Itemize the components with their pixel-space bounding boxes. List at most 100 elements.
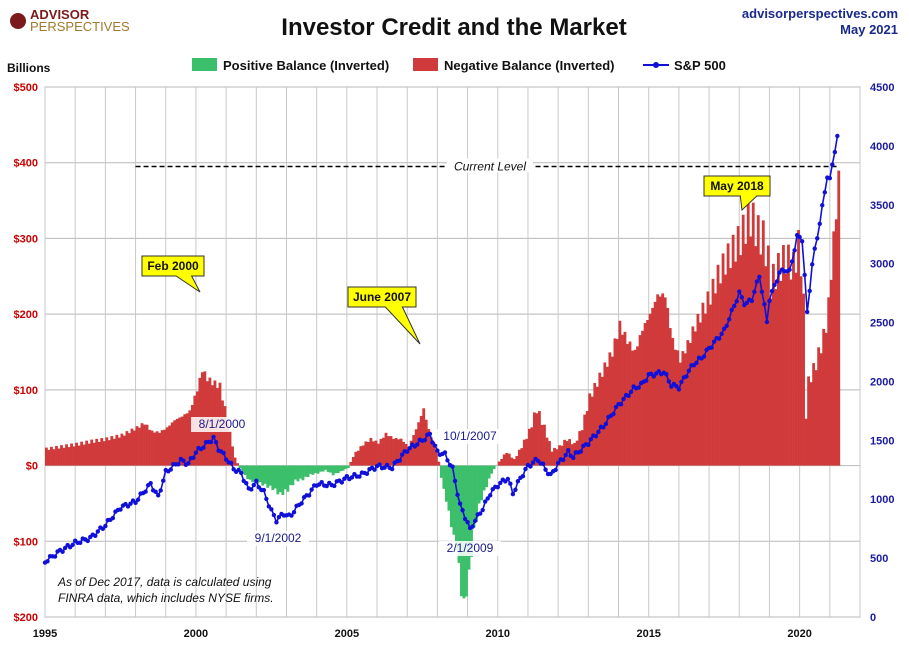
balance-bar bbox=[434, 449, 438, 466]
balance-bar bbox=[309, 465, 312, 474]
sp500-point bbox=[405, 449, 410, 454]
sp500-point bbox=[125, 504, 131, 509]
balance-bar bbox=[497, 461, 501, 466]
sp500-point bbox=[520, 473, 526, 479]
balance-bar bbox=[392, 438, 395, 466]
balance-bar bbox=[590, 396, 594, 466]
sp500-point bbox=[626, 393, 631, 398]
sp500-point bbox=[143, 489, 148, 494]
balance-bar bbox=[545, 437, 549, 466]
balance-bar bbox=[766, 245, 770, 466]
balance-bar bbox=[125, 431, 129, 466]
balance-bar bbox=[387, 436, 390, 466]
y-right-tick-label: 2500 bbox=[870, 318, 894, 330]
balance-bar bbox=[502, 454, 506, 466]
balance-bar bbox=[530, 427, 534, 466]
balance-bar bbox=[797, 229, 800, 466]
balance-bar bbox=[329, 465, 333, 473]
balance-bar bbox=[356, 450, 360, 466]
balance-bar bbox=[799, 276, 803, 466]
balance-bar bbox=[236, 463, 239, 466]
balance-bar bbox=[774, 289, 778, 466]
balance-bar bbox=[221, 400, 224, 466]
balance-bar bbox=[452, 465, 456, 535]
sp500-point bbox=[271, 512, 277, 518]
point-label-bg bbox=[439, 541, 501, 556]
sp500-point bbox=[721, 326, 727, 331]
balance-bar bbox=[372, 441, 375, 466]
sp500-point bbox=[822, 190, 827, 195]
y-left-tick-label: $100 bbox=[14, 536, 38, 548]
sp500-point bbox=[752, 289, 757, 295]
balance-bar bbox=[253, 465, 257, 481]
balance-bar bbox=[490, 465, 494, 474]
sp500-point bbox=[201, 445, 206, 450]
sp500-point bbox=[810, 262, 815, 267]
sp500-point bbox=[483, 499, 488, 504]
balance-bar bbox=[47, 449, 51, 466]
balance-bar bbox=[168, 425, 172, 466]
x-tick-label: 2000 bbox=[184, 628, 208, 640]
balance-bar bbox=[789, 279, 793, 466]
y-right-tick-label: 2000 bbox=[870, 376, 894, 388]
balance-bar bbox=[85, 440, 89, 466]
balance-bar bbox=[678, 362, 682, 466]
sp500-point bbox=[62, 545, 68, 551]
sp500-point bbox=[732, 303, 737, 309]
balance-bar bbox=[80, 441, 84, 466]
balance-bar bbox=[301, 465, 305, 481]
balance-bar bbox=[314, 465, 317, 474]
balance-bar bbox=[651, 307, 655, 466]
balance-bar bbox=[447, 465, 451, 511]
balance-bar bbox=[512, 459, 516, 466]
balance-bar bbox=[153, 432, 156, 466]
sp500-point bbox=[593, 434, 599, 439]
balance-bar bbox=[751, 202, 755, 466]
sp500-point bbox=[158, 488, 163, 493]
sp500-point bbox=[772, 282, 777, 288]
sp500-point bbox=[60, 549, 65, 554]
sp500-point bbox=[777, 270, 782, 275]
sp500-point bbox=[155, 493, 161, 498]
balance-bar bbox=[487, 465, 491, 479]
sp500-point bbox=[726, 317, 732, 322]
sp500-point bbox=[729, 307, 734, 313]
balance-bar bbox=[633, 349, 637, 466]
balance-bar bbox=[437, 461, 441, 466]
balance-bar bbox=[258, 465, 262, 482]
balance-bar bbox=[814, 370, 818, 466]
balance-bar bbox=[427, 429, 431, 466]
balance-bar bbox=[734, 261, 738, 466]
sp500-point bbox=[52, 554, 58, 559]
logo-line2: PERSPECTIVES bbox=[30, 19, 130, 34]
sp500-point bbox=[488, 493, 493, 498]
balance-bar bbox=[736, 226, 740, 466]
y-right-tick-label: 3500 bbox=[870, 200, 894, 212]
balance-bar bbox=[661, 293, 665, 466]
balance-bar bbox=[374, 440, 378, 466]
sp500-point bbox=[181, 458, 186, 463]
balance-bar bbox=[324, 465, 328, 470]
balance-bar bbox=[583, 414, 587, 466]
balance-bar bbox=[585, 411, 589, 466]
balance-bar bbox=[286, 465, 290, 492]
balance-bar bbox=[178, 417, 182, 466]
balance-bar bbox=[809, 382, 813, 466]
sp500-point bbox=[820, 203, 825, 208]
balance-bar bbox=[837, 170, 841, 466]
balance-bar bbox=[143, 424, 146, 466]
sp500-point bbox=[244, 481, 249, 486]
balance-bar bbox=[477, 465, 481, 504]
balance-bar bbox=[699, 322, 702, 466]
sp500-point bbox=[397, 458, 402, 463]
y-left-tick-label: $300 bbox=[14, 233, 38, 245]
sp500-point bbox=[621, 396, 626, 402]
balance-bar bbox=[173, 420, 177, 466]
sp500-point bbox=[208, 439, 214, 445]
balance-bar bbox=[223, 406, 227, 466]
balance-bar bbox=[819, 353, 823, 466]
point-label-bg bbox=[247, 531, 309, 546]
sp500-point bbox=[148, 480, 153, 486]
balance-bar bbox=[686, 340, 690, 466]
balance-bar bbox=[829, 279, 833, 466]
